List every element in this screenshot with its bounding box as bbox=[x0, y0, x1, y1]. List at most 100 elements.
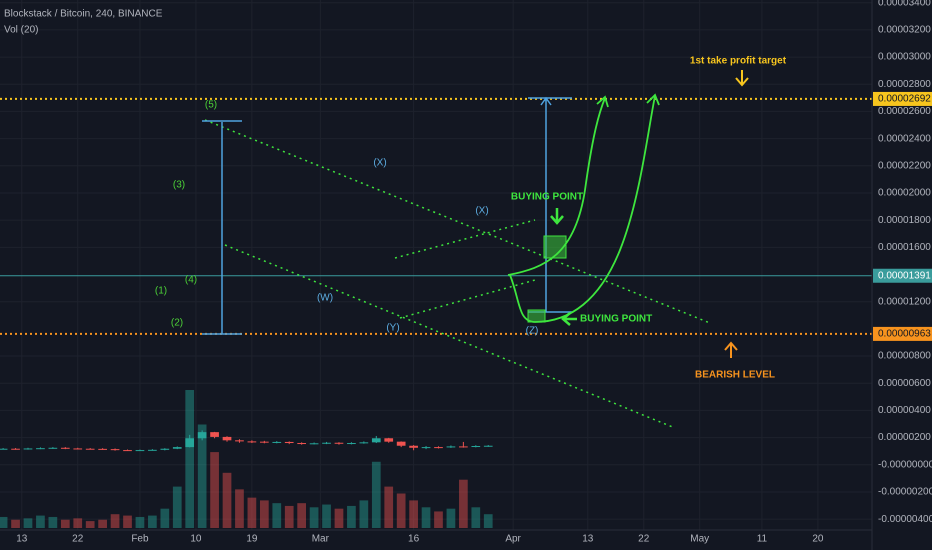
buy-zone bbox=[527, 309, 546, 323]
candle-body bbox=[297, 443, 307, 445]
wave-label: (X) bbox=[475, 206, 488, 217]
buying-point-label: BUYING POINT bbox=[511, 192, 583, 203]
candle-body bbox=[197, 432, 207, 439]
candle-body bbox=[247, 441, 257, 443]
volume-bar bbox=[98, 519, 107, 528]
candle-body bbox=[222, 436, 232, 441]
candles bbox=[0, 430, 493, 452]
candle-body bbox=[384, 438, 394, 442]
candle-body bbox=[85, 448, 95, 450]
x-tick-label: 19 bbox=[246, 534, 258, 545]
x-tick-label: 10 bbox=[190, 534, 202, 545]
volume-bar bbox=[371, 461, 381, 528]
chart-title: Blockstack / Bitcoin, 240, BINANCE bbox=[4, 9, 163, 20]
candle-body bbox=[210, 432, 219, 437]
x-tick-label: 11 bbox=[757, 534, 768, 545]
channel-upper bbox=[204, 119, 711, 324]
volume-bar bbox=[322, 504, 331, 528]
y-tick-label: 0.00002800 bbox=[878, 79, 931, 90]
candle-body bbox=[60, 447, 70, 449]
wave-label: (X) bbox=[373, 158, 386, 169]
candle-body bbox=[23, 448, 33, 450]
volume-bar bbox=[459, 479, 468, 528]
arrowhead bbox=[646, 93, 660, 106]
volume-bar bbox=[247, 497, 257, 528]
candle-body bbox=[347, 443, 356, 445]
volume-bar bbox=[160, 508, 170, 528]
volume-bar bbox=[11, 519, 20, 528]
triangle-upper bbox=[394, 219, 536, 259]
volume-bar bbox=[172, 486, 182, 528]
price-level-tag bbox=[873, 268, 932, 283]
wave-label: (2) bbox=[171, 318, 183, 329]
y-tick-label: 0.00000600 bbox=[878, 378, 931, 389]
candle-body bbox=[36, 448, 45, 450]
x-tick-label: 16 bbox=[408, 534, 420, 545]
x-tick-label: 22 bbox=[638, 534, 650, 545]
indicator-label: Vol (20) bbox=[4, 25, 38, 36]
y-tick-label: 0.00002200 bbox=[878, 160, 931, 171]
candle-body bbox=[272, 441, 282, 443]
candle-body bbox=[235, 440, 244, 442]
volume-bar bbox=[73, 518, 83, 528]
wave-label: (5) bbox=[205, 100, 217, 111]
wave-label: (3) bbox=[173, 180, 185, 191]
volume-bar bbox=[272, 503, 282, 528]
target-measure bbox=[528, 96, 572, 313]
candle-body bbox=[110, 449, 120, 451]
y-tick-label: 0.00003200 bbox=[878, 25, 931, 36]
y-tick-label: 0.00000400 bbox=[878, 405, 931, 416]
x-tick-label: 20 bbox=[812, 534, 824, 545]
candle-body bbox=[471, 446, 481, 448]
wave-label: (4) bbox=[185, 275, 197, 286]
y-tick-label: -0.00000400 bbox=[878, 514, 932, 525]
volume-bar bbox=[235, 489, 244, 528]
arrow bbox=[550, 208, 564, 225]
candle-body bbox=[185, 438, 195, 448]
volume-bar bbox=[483, 514, 493, 528]
volume-bar bbox=[123, 515, 132, 528]
volume-bar bbox=[297, 503, 307, 528]
volume-bar bbox=[359, 500, 369, 528]
y-tick-label: 0.00003000 bbox=[878, 52, 931, 63]
candle-body bbox=[284, 441, 294, 444]
y-tick-label: 0.00000800 bbox=[878, 351, 931, 362]
volume-bar bbox=[421, 507, 431, 528]
candle-body bbox=[322, 442, 331, 444]
candle-body bbox=[160, 448, 170, 450]
measure-line bbox=[202, 120, 242, 335]
candle-body bbox=[135, 450, 145, 452]
y-tick-label: 0.00001200 bbox=[878, 296, 931, 307]
wave-label: (Z) bbox=[526, 326, 539, 337]
arrow bbox=[561, 312, 577, 326]
candle-body bbox=[371, 438, 381, 443]
price-level-label: 0.00001391 bbox=[878, 270, 931, 281]
candle-body bbox=[148, 449, 157, 451]
volume-bar bbox=[471, 507, 481, 528]
volume-bar bbox=[259, 500, 269, 528]
y-tick-label: 0.00002600 bbox=[878, 106, 931, 117]
candle-body bbox=[446, 446, 456, 448]
arrow bbox=[724, 341, 738, 358]
y-tick-label: 0.00003400 bbox=[878, 0, 931, 8]
buying-point-label: BUYING POINT bbox=[580, 314, 652, 325]
projection-path bbox=[509, 95, 656, 323]
x-tick-label: 22 bbox=[72, 534, 84, 545]
volume-bar bbox=[135, 516, 145, 528]
x-tick-label: 13 bbox=[16, 534, 28, 545]
y-tick-label: 0.00001600 bbox=[878, 242, 931, 253]
y-tick-label: 0.00001800 bbox=[878, 215, 931, 226]
wave-label: (1) bbox=[155, 286, 167, 297]
volume-bar bbox=[197, 424, 207, 528]
x-tick-label: Apr bbox=[505, 534, 521, 545]
y-tick-label: 0.00000200 bbox=[878, 432, 931, 443]
volume-bar bbox=[284, 505, 294, 528]
bearish-label: BEARISH LEVEL bbox=[695, 370, 775, 381]
arrow bbox=[735, 70, 749, 87]
annotations: (5) (3) (4) (1) (2) (W) (X) (Y) (X) (Z) … bbox=[155, 56, 787, 381]
wave-label: (W) bbox=[317, 293, 333, 304]
candle-body bbox=[123, 450, 132, 452]
volume-bar bbox=[0, 516, 8, 528]
volume-bar bbox=[36, 515, 45, 528]
